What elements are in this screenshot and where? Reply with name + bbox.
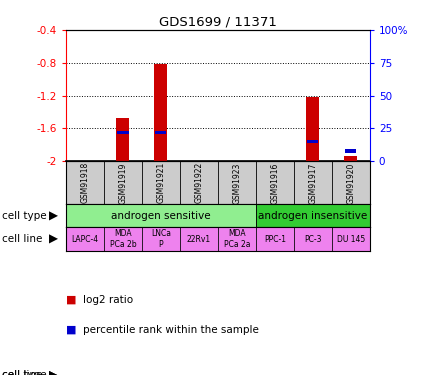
Text: 22Rv1: 22Rv1 [187,235,211,244]
Bar [344,156,357,161]
Bar [117,130,128,134]
Text: cell type: cell type [2,370,47,375]
Text: androgen sensitive: androgen sensitive [111,211,211,220]
Bar [345,149,357,153]
Bar [66,227,104,251]
Text: GSM91921: GSM91921 [156,162,165,203]
Text: log2 ratio: log2 ratio [83,295,133,305]
Text: GSM91917: GSM91917 [308,162,317,204]
Bar [154,64,167,161]
Text: ▶: ▶ [49,232,58,246]
Text: cell line: cell line [2,370,42,375]
Text: PC-3: PC-3 [304,235,322,244]
Bar [155,130,167,134]
Text: GSM91919: GSM91919 [118,162,127,204]
Text: GSM91916: GSM91916 [270,162,279,204]
Text: GSM91922: GSM91922 [194,162,203,203]
Text: ■: ■ [66,295,76,305]
Bar [306,97,320,161]
Text: DU 145: DU 145 [337,235,365,244]
Title: GDS1699 / 11371: GDS1699 / 11371 [159,16,277,29]
Bar [180,227,218,251]
Text: ▶: ▶ [49,209,58,222]
Text: GSM91920: GSM91920 [346,162,355,204]
Text: cell type: cell type [2,211,47,220]
Bar [116,118,130,161]
Bar [66,204,256,227]
Bar [256,204,370,227]
Text: MDA
PCa 2b: MDA PCa 2b [110,230,136,249]
Text: GSM91923: GSM91923 [232,162,241,204]
Text: ▶: ▶ [49,370,57,375]
Bar [307,140,318,143]
Text: ■: ■ [66,325,76,335]
Bar [218,227,256,251]
Text: cell line: cell line [2,234,42,244]
Bar [294,227,332,251]
Text: ▶: ▶ [49,370,57,375]
Bar [142,227,180,251]
Text: MDA
PCa 2a: MDA PCa 2a [224,230,250,249]
Text: LAPC-4: LAPC-4 [71,235,99,244]
Text: LNCa
P: LNCa P [151,230,171,249]
Bar [332,227,370,251]
Text: PPC-1: PPC-1 [264,235,286,244]
Bar [256,227,294,251]
Text: androgen insensitive: androgen insensitive [258,211,367,220]
Bar [104,227,142,251]
Text: percentile rank within the sample: percentile rank within the sample [83,325,259,335]
Text: GSM91918: GSM91918 [80,162,89,203]
